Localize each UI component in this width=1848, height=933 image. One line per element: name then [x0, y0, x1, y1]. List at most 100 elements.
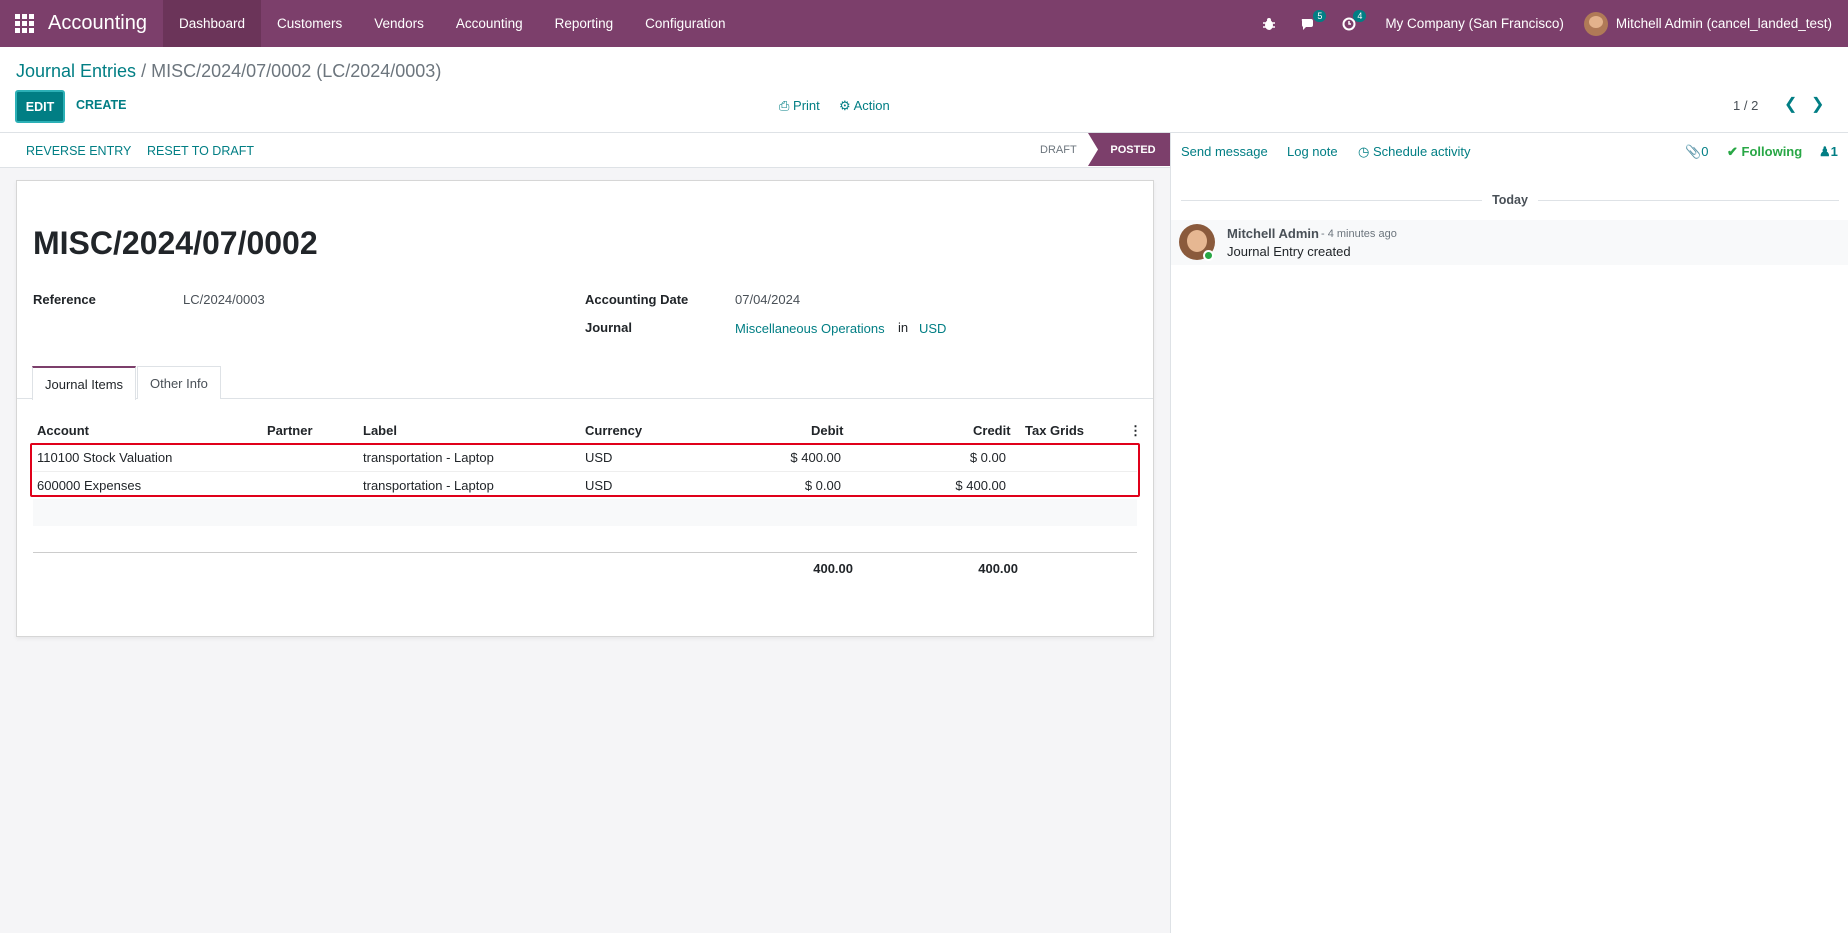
log-note-button[interactable]: Log note	[1287, 144, 1338, 159]
column-account[interactable]: Account	[37, 423, 89, 438]
row-currency: USD	[585, 478, 613, 493]
table-row[interactable]: 600000 Expenses transportation - Laptop …	[33, 471, 1137, 499]
company-switcher[interactable]: My Company (San Francisco)	[1385, 16, 1564, 31]
print-label: Print	[793, 98, 820, 113]
column-currency[interactable]: Currency	[585, 423, 643, 438]
breadcrumb-separator: /	[141, 61, 147, 81]
debug-bug-icon[interactable]	[1255, 0, 1283, 47]
row-account: 600000 Expenses	[37, 478, 142, 493]
attachments-button[interactable]: 📎0	[1685, 144, 1708, 160]
message-body: Journal Entry created	[1227, 244, 1351, 259]
print-icon: ⎙	[779, 98, 790, 113]
column-tax-grids[interactable]: Tax Grids	[1025, 423, 1085, 438]
user-avatar	[1583, 11, 1608, 36]
menu-dashboard[interactable]: Dashboard	[162, 0, 262, 47]
following-button[interactable]: ✔ Following	[1727, 144, 1802, 160]
column-partner[interactable]: Partner	[267, 423, 313, 438]
currency-link[interactable]: USD	[919, 321, 947, 336]
date-separator: Today	[1171, 190, 1848, 210]
activities-clock-icon[interactable]: 4	[1335, 0, 1367, 47]
paperclip-icon: 📎	[1685, 144, 1702, 159]
message-item: Mitchell Admin - 4 minutes ago Journal E…	[1171, 220, 1848, 265]
action-label: Action	[853, 98, 890, 113]
date-separator-label: Today	[1492, 193, 1528, 207]
create-button[interactable]: CREATE	[76, 98, 127, 112]
form-sheet: MISC/2024/07/0002 Reference LC/2024/0003…	[16, 180, 1154, 637]
row-debit: $ 0.00	[804, 478, 841, 493]
menu-reporting[interactable]: Reporting	[554, 16, 614, 31]
clock-icon: ◷	[1358, 144, 1370, 159]
journal-label: Journal	[585, 320, 632, 335]
check-icon: ✔	[1727, 144, 1738, 159]
pager-value[interactable]: 1 / 2	[1733, 98, 1759, 113]
schedule-activity-button[interactable]: ◷ Schedule activity	[1358, 144, 1471, 160]
user-icon: ♟	[1819, 144, 1831, 159]
menu-vendors[interactable]: Vendors	[374, 16, 424, 31]
activities-count-badge: 4	[1353, 10, 1367, 22]
row-label: transportation - Laptop	[363, 450, 494, 465]
stage-posted: POSTED	[1088, 133, 1170, 166]
control-panel: Journal Entries / MISC/2024/07/0002 (LC/…	[0, 47, 1848, 133]
schedule-activity-label: Schedule activity	[1372, 144, 1471, 159]
totals-divider	[33, 552, 1137, 553]
messages-count-badge: 5	[1313, 10, 1327, 22]
stage-draft: DRAFT	[1040, 143, 1077, 156]
empty-row	[33, 526, 1137, 553]
top-navbar: Accounting Dashboard Customers Vendors A…	[0, 0, 1848, 47]
menu-customers[interactable]: Customers	[277, 16, 343, 31]
edit-button[interactable]: EDIT	[15, 90, 65, 123]
user-name: Mitchell Admin (cancel_landed_test)	[1615, 16, 1832, 31]
main-menu: Dashboard Customers Vendors Accounting R…	[162, 0, 742, 47]
notebook-tabs: Journal Items Other Info	[17, 366, 1153, 400]
reference-value: LC/2024/0003	[183, 292, 265, 307]
messages-icon[interactable]: 5	[1295, 0, 1327, 47]
entry-title: MISC/2024/07/0002	[33, 225, 318, 261]
reset-to-draft-button[interactable]: RESET TO DRAFT	[147, 144, 254, 158]
message-author[interactable]: Mitchell Admin	[1227, 226, 1319, 241]
tab-other-info[interactable]: Other Info	[137, 366, 221, 399]
journal-in-text: in	[898, 320, 909, 335]
total-credit: 400.00	[978, 561, 1018, 576]
gear-icon: ⚙	[839, 98, 851, 113]
highlight-box	[30, 443, 1140, 497]
breadcrumb-journal-entries[interactable]: Journal Entries	[16, 61, 137, 81]
pager-next-icon[interactable]: ❯	[1811, 96, 1825, 113]
tab-journal-items[interactable]: Journal Items	[32, 366, 137, 400]
app-title[interactable]: Accounting	[48, 12, 147, 34]
following-label: Following	[1741, 144, 1803, 159]
column-debit[interactable]: Debit	[811, 423, 844, 438]
journal-link[interactable]: Miscellaneous Operations	[735, 321, 885, 336]
breadcrumb-current: MISC/2024/07/0002 (LC/2024/0003)	[151, 61, 442, 81]
row-credit: $ 0.00	[969, 450, 1006, 465]
column-label[interactable]: Label	[363, 423, 397, 438]
row-label: transportation - Laptop	[363, 478, 494, 493]
row-currency: USD	[585, 450, 613, 465]
menu-configuration[interactable]: Configuration	[645, 16, 726, 31]
status-bar: REVERSE ENTRY RESET TO DRAFT DRAFT POSTE…	[0, 133, 1170, 168]
reference-label: Reference	[33, 292, 96, 307]
pager-previous-icon[interactable]: ❮	[1784, 96, 1798, 113]
send-message-button[interactable]: Send message	[1181, 144, 1268, 159]
followers-count: 1	[1830, 144, 1838, 159]
total-debit: 400.00	[813, 561, 853, 576]
row-credit: $ 400.00	[955, 478, 1006, 493]
column-options-icon[interactable]: ⋮	[1129, 423, 1142, 438]
row-account: 110100 Stock Valuation	[37, 450, 173, 465]
accounting-date-value: 07/04/2024	[735, 292, 801, 307]
apps-menu-icon[interactable]	[0, 0, 48, 47]
row-debit: $ 400.00	[790, 450, 841, 465]
attachments-count: 0	[1701, 144, 1709, 159]
breadcrumb: Journal Entries / MISC/2024/07/0002 (LC/…	[16, 61, 441, 82]
accounting-date-label: Accounting Date	[585, 292, 689, 307]
empty-row	[33, 499, 1137, 526]
online-status-dot	[1203, 250, 1214, 261]
menu-accounting[interactable]: Accounting	[455, 16, 523, 31]
message-time: - 4 minutes ago	[1321, 228, 1397, 240]
chatter-panel: Send message Log note ◷ Schedule activit…	[1170, 133, 1848, 933]
print-button[interactable]: ⎙ Print	[779, 98, 820, 114]
reverse-entry-button[interactable]: REVERSE ENTRY	[26, 144, 132, 158]
column-credit[interactable]: Credit	[973, 423, 1011, 438]
action-button[interactable]: ⚙ Action	[839, 98, 890, 114]
user-menu[interactable]: Mitchell Admin (cancel_landed_test)	[1583, 11, 1832, 36]
followers-button[interactable]: ♟1	[1819, 144, 1838, 160]
